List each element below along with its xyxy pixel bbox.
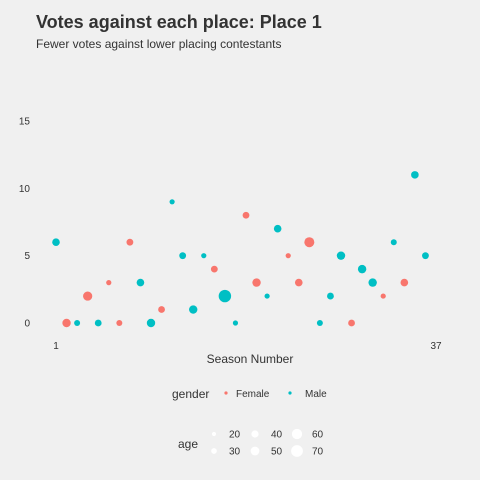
age-legend-label: 30	[229, 447, 241, 458]
gender-legend-title: gender	[172, 387, 209, 401]
y-tick-label: 0	[24, 319, 30, 330]
age-legend-label: 70	[312, 447, 324, 458]
chart-title: Votes against each place: Place 1	[36, 12, 322, 32]
data-point	[264, 293, 270, 299]
data-point	[158, 306, 165, 313]
data-point	[422, 252, 429, 260]
data-point	[62, 318, 71, 328]
data-points	[52, 171, 429, 328]
age-legend-key	[250, 446, 260, 456]
legend-label-female: Female	[236, 389, 270, 400]
data-point	[94, 319, 102, 327]
age-legend-key	[291, 445, 303, 457]
data-point	[136, 278, 145, 287]
x-axis-label: Season Number	[207, 352, 294, 366]
age-legend-label: 20	[229, 430, 241, 441]
age-legend: age 20 30 40 50 60 70	[178, 428, 324, 458]
data-point	[179, 252, 187, 260]
data-point	[252, 278, 261, 287]
data-point	[304, 237, 315, 248]
data-point	[169, 199, 175, 205]
x-axis-ticks: 1 37	[53, 341, 442, 352]
age-legend-label: 60	[312, 430, 324, 441]
data-point	[126, 238, 134, 246]
data-point	[285, 253, 291, 259]
data-point	[189, 305, 198, 314]
data-point	[242, 211, 250, 219]
data-point	[83, 291, 93, 301]
data-point	[390, 239, 397, 246]
data-point	[273, 224, 282, 233]
y-axis-ticks: 0 5 10 15	[19, 117, 31, 330]
age-legend-key	[211, 431, 217, 437]
data-point	[52, 238, 60, 246]
age-legend-key	[291, 428, 303, 440]
data-point	[316, 320, 323, 326]
legend-label-male: Male	[305, 389, 327, 400]
data-point	[106, 280, 112, 286]
data-point	[232, 320, 239, 326]
data-point	[400, 278, 409, 287]
data-point	[218, 289, 232, 303]
data-point	[327, 292, 334, 300]
data-point	[380, 293, 386, 299]
chart-subtitle: Fewer votes against lower placing contes…	[36, 37, 281, 51]
data-point	[336, 251, 346, 260]
y-tick-label: 5	[24, 251, 30, 262]
age-legend-key	[251, 430, 259, 438]
data-point	[357, 264, 367, 274]
data-point	[368, 278, 377, 287]
legend-key-male	[288, 391, 292, 395]
data-point	[210, 265, 218, 273]
data-point	[294, 278, 303, 287]
y-tick-label: 15	[19, 117, 31, 128]
data-point	[74, 320, 81, 326]
age-legend-label: 40	[271, 430, 283, 441]
legend-key-female	[224, 391, 228, 395]
data-point	[116, 320, 123, 326]
x-tick-label: 37	[430, 341, 442, 352]
data-point	[201, 253, 207, 259]
y-tick-label: 10	[19, 184, 31, 195]
gender-legend: gender Female Male	[172, 387, 327, 401]
x-tick-label: 1	[53, 341, 59, 352]
data-point	[411, 171, 419, 179]
age-legend-key	[211, 448, 217, 454]
data-point	[348, 319, 355, 327]
age-legend-title: age	[178, 437, 198, 451]
age-legend-label: 50	[271, 447, 283, 458]
data-point	[146, 318, 156, 328]
